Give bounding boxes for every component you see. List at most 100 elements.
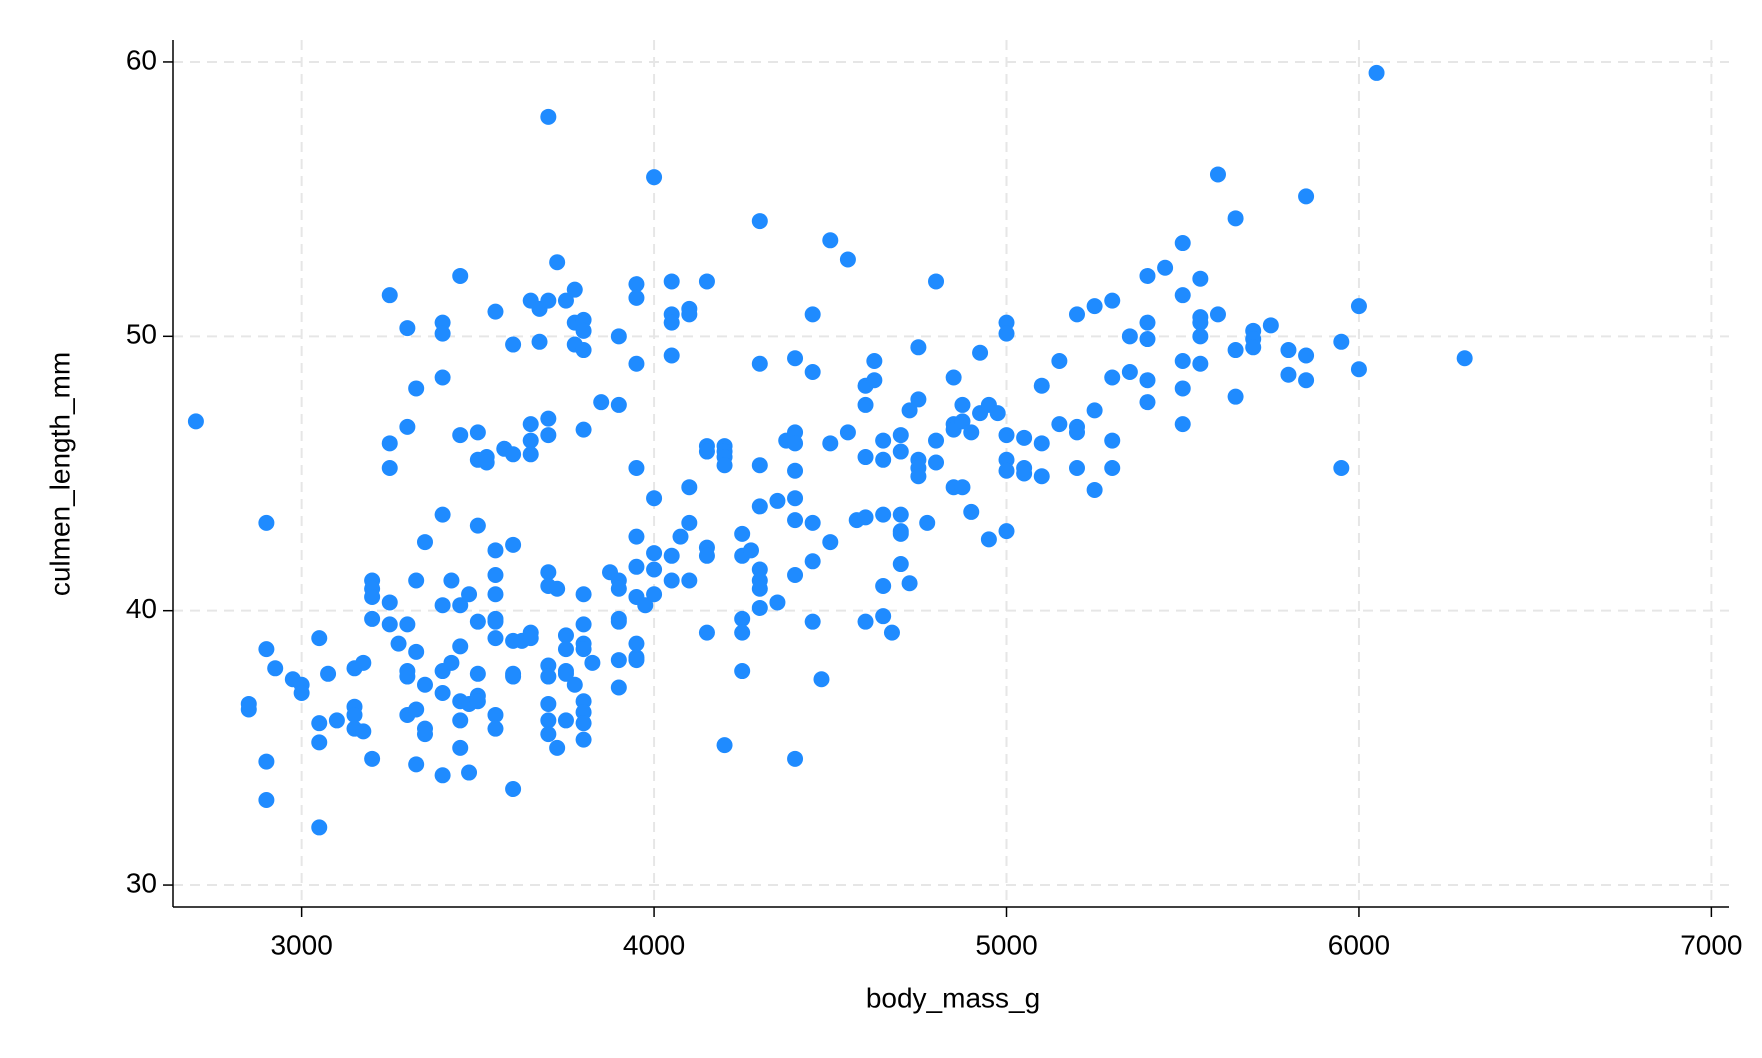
point [610,328,627,345]
point [505,668,522,685]
point [875,577,892,594]
point [857,509,874,526]
point [452,597,469,614]
point [875,451,892,468]
point [540,712,557,729]
point [698,547,715,564]
point [311,715,328,732]
point [443,572,460,589]
point [381,616,398,633]
point [258,791,275,808]
point [399,616,416,633]
point [998,314,1015,331]
point [408,756,425,773]
point [1016,465,1033,482]
point [346,706,363,723]
point [328,712,345,729]
point [989,405,1006,422]
point [1174,380,1191,397]
x-tick-label: 5000 [975,929,1037,960]
point [1209,166,1226,183]
point [822,232,839,249]
point [522,416,539,433]
point [540,695,557,712]
point [998,427,1015,444]
point [1051,416,1068,433]
y-tick-label: 30 [126,867,157,898]
point [557,665,574,682]
point [1068,460,1085,477]
point [364,588,381,605]
point [1192,314,1209,331]
point [928,273,945,290]
point [901,402,918,419]
point [434,597,451,614]
point [751,561,768,578]
point [1121,363,1138,380]
point [751,498,768,515]
point [1068,424,1085,441]
point [1139,372,1156,389]
point [892,427,909,444]
point [320,665,337,682]
point [839,424,856,441]
point [875,506,892,523]
x-tick-label: 4000 [623,929,685,960]
point [452,739,469,756]
point [434,369,451,386]
point [954,413,971,430]
point [734,663,751,680]
y-tick-label: 50 [126,319,157,350]
point [646,545,663,562]
point [240,695,257,712]
point [610,396,627,413]
point [963,424,980,441]
point [1209,306,1226,323]
point [672,528,689,545]
point [258,753,275,770]
point [1227,210,1244,227]
point [610,652,627,669]
point [628,289,645,306]
point [258,641,275,658]
point [1368,64,1385,81]
point [293,684,310,701]
point [628,276,645,293]
point [487,586,504,603]
point [487,567,504,584]
point [1157,259,1174,276]
point [452,427,469,444]
point [540,410,557,427]
point [540,427,557,444]
point [487,720,504,737]
point [390,635,407,652]
point [1192,270,1209,287]
point [434,314,451,331]
point [575,715,592,732]
point [892,443,909,460]
point [980,531,997,548]
point [540,726,557,743]
point [1298,347,1315,364]
point [487,613,504,630]
point [355,723,372,740]
point [1174,416,1191,433]
point [487,630,504,647]
point [434,767,451,784]
point [610,679,627,696]
point [416,534,433,551]
point [311,630,328,647]
x-tick-label: 7000 [1680,929,1742,960]
point [575,421,592,438]
point [751,355,768,372]
point [610,613,627,630]
point [531,333,548,350]
point [646,586,663,603]
point [575,322,592,339]
point [258,514,275,531]
point [381,435,398,452]
point [892,525,909,542]
point [593,394,610,411]
point [928,432,945,449]
point [416,726,433,743]
